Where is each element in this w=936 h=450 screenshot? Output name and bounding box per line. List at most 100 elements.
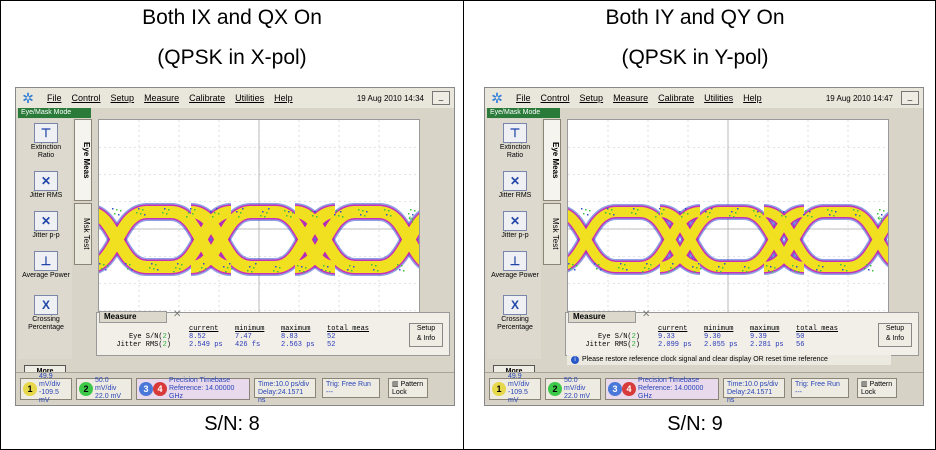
eye-speckle bbox=[327, 266, 329, 268]
timebase-button[interactable]: 3 4 Precision Timebase Reference: 14.0000… bbox=[605, 377, 719, 400]
tab-mask-test[interactable]: Msk Test bbox=[543, 203, 561, 265]
eye-speckle bbox=[297, 265, 299, 267]
eye-speckle bbox=[611, 209, 613, 211]
eye-speckle bbox=[310, 210, 312, 212]
panel-title-line1: Both IX and QX On bbox=[142, 6, 322, 29]
eye-speckle bbox=[798, 271, 800, 273]
setup-info-button[interactable]: Setup & Info bbox=[409, 323, 443, 347]
eye-speckle bbox=[589, 210, 591, 212]
time-scale-button[interactable]: Time:10.0 ps/div Delay:24.1571 ns bbox=[723, 378, 785, 404]
menu-calibrate[interactable]: Calibrate bbox=[658, 93, 695, 103]
close-icon[interactable]: ✕ bbox=[173, 309, 182, 320]
pattern-lock-button[interactable]: ▥ Pattern Lock bbox=[388, 378, 428, 398]
menu-file[interactable]: File bbox=[516, 93, 531, 103]
eye-sn-total: 52 bbox=[327, 333, 336, 341]
eye-speckle bbox=[127, 268, 129, 270]
eye-speckle bbox=[236, 211, 238, 213]
mode-tab[interactable]: Eye/Mask Mode bbox=[18, 108, 91, 118]
eye-speckle bbox=[594, 263, 596, 265]
eye-speckle bbox=[360, 214, 362, 216]
menu-setup[interactable]: Setup bbox=[579, 93, 604, 103]
eye-speckle bbox=[410, 209, 412, 211]
eye-speckle bbox=[190, 208, 192, 210]
mode-tab[interactable]: Eye/Mask Mode bbox=[487, 108, 560, 118]
menu-help[interactable]: Help bbox=[274, 93, 293, 103]
timebase-line2: Reference: 14.00000 GHz bbox=[169, 385, 235, 400]
eye-speckle bbox=[340, 211, 342, 213]
setup-info-button[interactable]: Setup & Info bbox=[878, 323, 912, 347]
eye-speckle bbox=[216, 208, 218, 210]
eye-speckle bbox=[408, 213, 410, 215]
eye-trace bbox=[763, 207, 888, 272]
channel-2-button[interactable]: 2 50.0 mV/div 22.0 mV bbox=[545, 377, 601, 400]
menu-utilities[interactable]: Utilities bbox=[704, 93, 734, 103]
eye-speckle bbox=[349, 265, 351, 267]
menu-measure[interactable]: Measure bbox=[144, 93, 180, 103]
channel-2-button[interactable]: 2 50.0 mV/div 22.0 mV bbox=[76, 377, 132, 400]
tool-average-power[interactable]: ⊥ Average Power bbox=[491, 251, 539, 280]
channel-1-button[interactable]: 1 49.9 mV/div -109.5 mV bbox=[489, 373, 541, 404]
eye-speckle bbox=[585, 209, 587, 211]
pattern-lock-button[interactable]: ▥ Pattern Lock bbox=[857, 378, 897, 398]
tab-eye-meas[interactable]: Eye Meas bbox=[74, 119, 92, 201]
menu-calibrate[interactable]: Calibrate bbox=[189, 93, 226, 103]
close-icon[interactable]: ✕ bbox=[642, 309, 651, 320]
eye-speckle bbox=[223, 266, 225, 268]
measure-tab[interactable]: Measure bbox=[568, 311, 636, 323]
tool-average-power[interactable]: ⊥ Average Power bbox=[22, 251, 70, 280]
eye-speckle bbox=[120, 210, 122, 212]
eye-speckle bbox=[334, 214, 336, 216]
tool-crossing-percentage[interactable]: X Crossing Percentage bbox=[491, 295, 539, 332]
eye-speckle bbox=[351, 270, 353, 272]
menu-utilities[interactable]: Utilities bbox=[235, 93, 265, 103]
minimize-button[interactable]: _ bbox=[432, 91, 450, 105]
menu-file[interactable]: File bbox=[47, 93, 62, 103]
eye-speckle bbox=[829, 214, 831, 216]
eye-speckle bbox=[729, 215, 731, 217]
eye-speckle bbox=[288, 211, 290, 213]
eye-speckle bbox=[783, 211, 785, 213]
tool-jitter-rms[interactable]: ✕ Jitter RMS bbox=[491, 171, 539, 200]
eye-speckle bbox=[598, 264, 600, 266]
eye-speckle bbox=[264, 216, 266, 218]
tool-extinction-ratio[interactable]: ⊤ Extinction Ratio bbox=[22, 123, 70, 160]
eye-speckle bbox=[596, 268, 598, 270]
menu-control[interactable]: Control bbox=[71, 93, 101, 103]
tool-jitter-pp[interactable]: ✕ Jitter p-p bbox=[491, 211, 539, 240]
trigger-button[interactable]: Trig: Free Run --- bbox=[791, 378, 849, 398]
eye-speckle bbox=[761, 212, 763, 214]
menu-help[interactable]: Help bbox=[743, 93, 762, 103]
eye-speckle bbox=[314, 211, 316, 213]
eye-speckle bbox=[568, 263, 570, 265]
pattern-line2: Lock bbox=[392, 389, 407, 396]
eye-speckle bbox=[107, 265, 109, 267]
tool-jitter-pp[interactable]: ✕ Jitter p-p bbox=[22, 211, 70, 240]
tool-extinction-ratio[interactable]: ⊤ Extinction Ratio bbox=[491, 123, 539, 160]
channel-1-button[interactable]: 1 49.9 mV/div -109.5 mV bbox=[20, 373, 72, 404]
col-maximum: maximum bbox=[750, 325, 780, 333]
menu-measure[interactable]: Measure bbox=[613, 93, 649, 103]
jitter-total: 56 bbox=[796, 341, 805, 349]
minimize-button[interactable]: _ bbox=[901, 91, 919, 105]
eye-speckle bbox=[766, 265, 768, 267]
eye-speckle bbox=[168, 209, 170, 211]
timebase-button[interactable]: 3 4 Precision Timebase Reference: 14.0000… bbox=[136, 377, 250, 400]
trigger-button[interactable]: Trig: Free Run --- bbox=[322, 378, 380, 398]
tool-crossing-percentage[interactable]: X Crossing Percentage bbox=[22, 295, 70, 332]
menu-control[interactable]: Control bbox=[540, 93, 570, 103]
measure-tab[interactable]: Measure bbox=[99, 311, 167, 323]
tool-jitter-rms[interactable]: ✕ Jitter RMS bbox=[22, 171, 70, 200]
eye-speckle bbox=[325, 270, 327, 272]
time-scale-button[interactable]: Time:10.0 ps/div Delay:24.1571 ns bbox=[254, 378, 316, 404]
eye-speckle bbox=[683, 212, 685, 214]
eye-speckle bbox=[347, 269, 349, 271]
eye-speckle bbox=[624, 264, 626, 266]
eye-speckle bbox=[796, 266, 798, 268]
eye-speckle bbox=[811, 216, 813, 218]
tab-mask-test[interactable]: Msk Test bbox=[74, 203, 92, 265]
tab-eye-meas[interactable]: Eye Meas bbox=[543, 119, 561, 201]
eye-speckle bbox=[312, 215, 314, 217]
menu-setup[interactable]: Setup bbox=[110, 93, 135, 103]
trig-line1: Trig: Free Run bbox=[326, 381, 371, 388]
status-message-text: Please restore reference clock signal an… bbox=[582, 356, 828, 363]
